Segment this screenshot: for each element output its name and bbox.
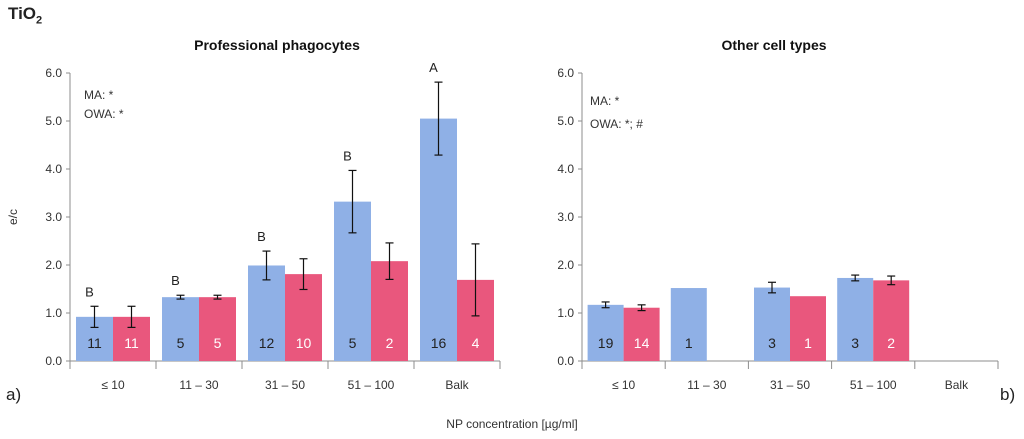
panel2-annotation: MA: * [590,94,620,108]
panel1-x-tick-label: ≤ 10 [101,378,125,392]
panel1-bar-n-label: 11 [87,335,102,351]
panel1-y-tick-label: 3.0 [45,210,62,224]
panel1-bar [162,297,199,361]
panel2-y-tick-label: 4.0 [557,162,574,176]
panel2-bar [754,287,790,361]
panel2-bar-n-label: 14 [634,335,650,351]
panel2-x-tick-label: 11 – 30 [687,378,726,392]
panel2-label: b) [1000,385,1015,404]
panel1-bar-n-label: 12 [259,335,275,351]
panel2-bar [790,296,826,361]
panel2-bar-n-label: 1 [685,335,693,351]
panel2-y-tick-label: 0.0 [557,354,574,368]
panel2-y-tick-label: 6.0 [557,66,574,80]
panel1-bar-n-label: 5 [177,335,185,351]
panel1-bar-n-label: 11 [124,335,139,351]
panel1-label: a) [6,385,21,404]
panel1-x-tick-label: Balk [445,378,469,392]
panel1-x-tick-label: 31 – 50 [265,378,305,392]
panel2-bar [873,280,910,361]
panel1-bar [420,118,457,361]
panel2-title: Other cell types [721,37,826,53]
panel1-y-tick-label: 5.0 [45,114,62,128]
panel2-bar [587,304,624,361]
panel1-bar-n-label: 2 [386,335,394,351]
panel1-bar [199,297,236,361]
panel1-group-letter: B [257,229,266,244]
panel1-group-letter: A [429,60,438,75]
panel1-bar-n-label: 5 [349,335,357,351]
panel1-annotation: MA: * [84,88,114,102]
panel2-annotation: OWA: *; # [590,117,643,131]
panel2-y-tick-label: 5.0 [557,114,574,128]
panel1-group-letter: B [343,148,352,163]
x-axis-title: NP concentration [µg/ml] [446,417,578,431]
panel2-bar [670,288,707,361]
panel2-y-tick-label: 3.0 [557,210,574,224]
panel1-group-letter: B [171,273,180,288]
panel1-bar-n-label: 4 [472,335,480,351]
panel1-y-tick-label: 6.0 [45,66,62,80]
panel2-x-tick-label: 51 – 100 [850,378,897,392]
panel2-bar-n-label: 2 [887,335,895,351]
panel1-y-tick-label: 1.0 [45,306,62,320]
panel2-x-tick-label: ≤ 10 [612,378,636,392]
panel1-x-tick-label: 51 – 100 [348,378,395,392]
panel2-bar [837,277,874,361]
panel1-bar-n-label: 5 [214,335,222,351]
panel2-y-tick-label: 2.0 [557,258,574,272]
figure-title-main: TiO [8,4,37,23]
panel1-annotation: OWA: * [84,107,124,121]
panel2-x-tick-label: Balk [945,378,969,392]
panel2-bar [623,307,660,361]
panel1-title: Professional phagocytes [194,37,360,53]
figure-title: TiO2 [8,4,42,26]
panel1-y-tick-label: 0.0 [45,354,62,368]
panel1-x-tick-label: 11 – 30 [179,378,218,392]
panel1-y-tick-label: 2.0 [45,258,62,272]
panel1-group-letter: B [85,284,94,299]
panel2-x-tick-label: 31 – 50 [770,378,810,392]
panel1-bar-n-label: 10 [296,335,312,351]
panel2-y-tick-label: 1.0 [557,306,574,320]
panel2-bar-n-label: 19 [598,335,614,351]
panel1-y-axis-label: e/c [6,209,20,225]
panel1-bar-n-label: 16 [431,335,447,351]
panel2-bar-n-label: 1 [804,335,812,351]
panel2-bar-n-label: 3 [851,335,859,351]
panel1-y-tick-label: 4.0 [45,162,62,176]
panel1-bar [248,265,285,361]
panel2-bar-n-label: 3 [768,335,776,351]
figure-title-subscript: 2 [36,14,43,27]
